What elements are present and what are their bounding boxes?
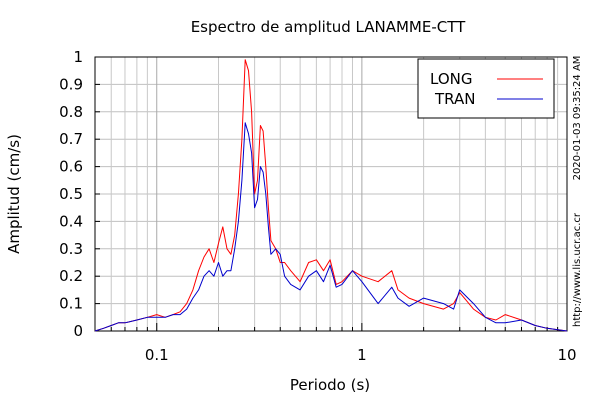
y-axis-label: Amplitud (cm/s) [5, 134, 23, 254]
legend-label-long: LONG [430, 70, 472, 88]
y-tick-label: 0.9 [59, 75, 83, 93]
y-tick-label: 0.8 [59, 103, 83, 121]
timestamp-text: 2020-01-03 09:35:24 AM [572, 56, 583, 181]
chart-title: Espectro de amplitud LANAMME-CTT [191, 18, 466, 36]
y-tick-label: 0.3 [59, 240, 83, 258]
y-tick-label: 0.1 [59, 295, 83, 313]
x-tick-label: 0.1 [145, 346, 169, 364]
y-tick-label: 0.6 [59, 158, 83, 176]
grid [95, 57, 567, 331]
source-url-text: http://www.lis.ucr.ac.cr [572, 212, 583, 327]
series-line-tran [94, 122, 568, 332]
legend: LONG TRAN [417, 58, 555, 119]
legend-box [417, 58, 555, 119]
series-lines [94, 59, 568, 332]
series-line-long [94, 59, 568, 332]
y-tick-labels: 0 0.1 0.2 0.3 0.4 0.5 0.6 0.7 0.8 0.9 1 [59, 48, 83, 340]
axis-ticks [95, 56, 559, 332]
y-tick-label: 0.4 [59, 212, 83, 230]
x-tick-labels: 0.1 1 10 [145, 346, 577, 364]
legend-label-tran: TRAN [434, 90, 475, 108]
y-tick-label: 0.2 [59, 267, 83, 285]
y-tick-label: 1 [73, 48, 83, 66]
y-tick-label: 0.7 [59, 130, 83, 148]
y-tick-label: 0 [73, 322, 83, 340]
x-axis-label: Periodo (s) [290, 376, 370, 394]
x-tick-label: 1 [357, 346, 367, 364]
y-tick-label: 0.5 [59, 185, 83, 203]
x-tick-label: 10 [557, 346, 576, 364]
